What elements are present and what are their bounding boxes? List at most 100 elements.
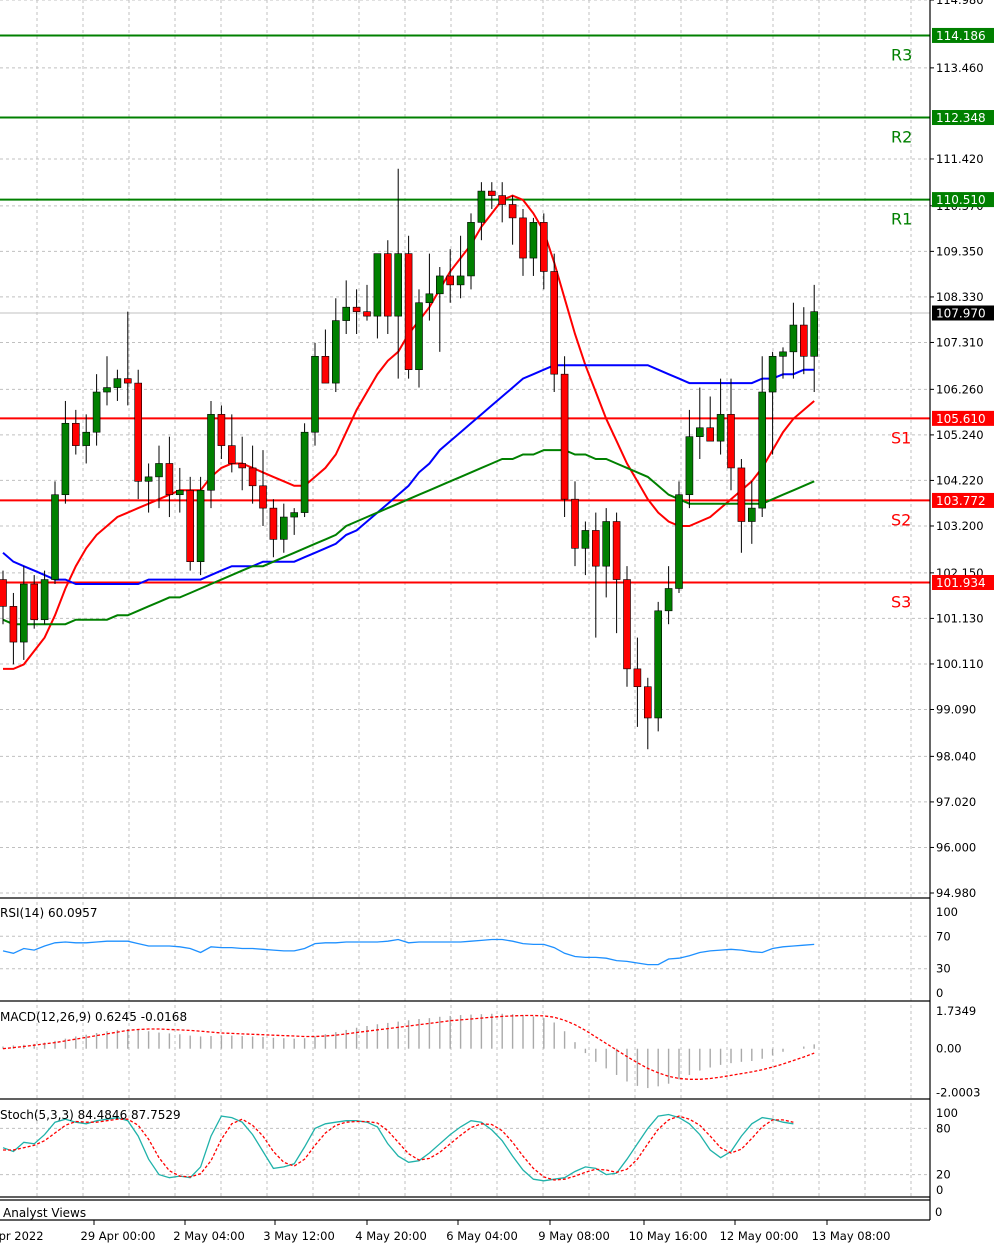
candle-body — [144, 476, 153, 482]
level-value-r1: 110.510 — [936, 193, 986, 207]
y-tick-label: 108.330 — [936, 290, 984, 304]
candle-body — [342, 306, 351, 321]
level-value-s3: 101.934 — [936, 576, 986, 590]
candle-body — [176, 489, 184, 496]
rsi-y-tick-label: 30 — [936, 962, 951, 976]
candle-body — [321, 356, 330, 384]
candle-body — [113, 378, 122, 388]
candle-body — [124, 378, 132, 384]
macd-y-tick-label: 0.00 — [936, 1042, 962, 1056]
candle-body — [331, 320, 340, 384]
candle-body — [72, 422, 80, 446]
stoch-y-tick-label: 80 — [936, 1121, 951, 1135]
candle-body — [134, 382, 142, 482]
candle-body — [727, 414, 735, 469]
candle-body — [51, 494, 59, 580]
rsi-y-tick-label: 70 — [936, 929, 951, 943]
candle-body — [487, 190, 496, 196]
candle-body — [92, 391, 101, 433]
y-tick-label: 101.130 — [936, 611, 984, 625]
level-tag — [932, 27, 994, 43]
y-tick-label: 111.420 — [936, 152, 984, 166]
candle-body — [519, 217, 527, 259]
candle-body — [196, 489, 205, 562]
current-price-label: 107.970 — [936, 306, 986, 320]
y-tick-label: 107.310 — [936, 335, 984, 349]
candle-body — [217, 414, 226, 446]
x-tick-label: 29 Apr 00:00 — [81, 1229, 156, 1243]
candle-body — [591, 530, 600, 567]
moving-average-1 — [2, 364, 815, 585]
candle-body — [685, 436, 694, 496]
level-value-r2: 112.348 — [936, 111, 986, 125]
candle-body — [394, 253, 403, 317]
y-tick-label: 114.980 — [936, 0, 984, 7]
candle-body — [300, 431, 309, 513]
candle-body — [529, 222, 538, 259]
level-name-s1: S1 — [891, 428, 911, 447]
candle-body — [810, 311, 819, 357]
rsi-y-tick-label: 0 — [936, 986, 943, 1000]
candle-body — [238, 463, 246, 469]
candle-body — [103, 387, 111, 393]
y-tick-label: 109.350 — [936, 244, 984, 258]
candle-body — [789, 324, 798, 353]
level-name-r1: R1 — [891, 210, 912, 229]
candle-body — [799, 324, 808, 357]
stoch-y-tick-label: 100 — [936, 1106, 958, 1120]
x-tick-label: 3 May 12:00 — [263, 1229, 335, 1243]
macd-signal-line — [2, 1014, 815, 1080]
candle-body — [311, 356, 319, 433]
y-tick-label: 99.090 — [936, 702, 976, 716]
candle-body — [456, 275, 465, 286]
candle-body — [758, 391, 767, 509]
candle-body — [539, 222, 548, 272]
x-tick-label: 6 May 04:00 — [446, 1229, 518, 1243]
candle-body — [664, 588, 673, 612]
candle-body — [695, 427, 704, 437]
x-tick-label: 27 Apr 2022 — [0, 1229, 44, 1243]
footer-axis-marker: 0 — [935, 1205, 942, 1219]
macd-y-tick-label: 1.7349 — [936, 1004, 976, 1018]
candle-body — [248, 467, 257, 487]
y-tick-label: 105.240 — [936, 428, 984, 442]
level-name-s2: S2 — [891, 510, 911, 529]
candle-body — [19, 583, 28, 643]
y-tick-label: 103.200 — [936, 519, 984, 533]
candle-body — [477, 190, 486, 223]
candle-body — [768, 356, 777, 393]
candle-body — [654, 610, 663, 719]
candle-body — [446, 275, 455, 286]
level-name-r2: R2 — [891, 128, 912, 147]
level-value-s1: 105.610 — [936, 412, 986, 426]
footer-text: Analyst Views — [3, 1206, 87, 1220]
candle-body — [716, 414, 725, 442]
stoch-y-tick-label: 20 — [936, 1168, 951, 1182]
x-tick-label: 4 May 20:00 — [355, 1229, 427, 1243]
candle-body — [61, 422, 70, 496]
y-tick-label: 97.020 — [936, 795, 976, 809]
y-tick-label: 94.980 — [936, 886, 976, 900]
candle-body — [415, 302, 423, 371]
candle-body — [467, 222, 475, 277]
candle-body — [373, 253, 382, 317]
candle-body — [612, 521, 621, 580]
candle-body — [550, 271, 559, 375]
y-tick-label: 98.040 — [936, 749, 976, 763]
candle-body — [633, 668, 642, 688]
y-tick-label: 96.000 — [936, 840, 976, 854]
candle-body — [40, 579, 49, 621]
x-tick-label: 10 May 16:00 — [629, 1229, 708, 1243]
y-tick-label: 106.260 — [936, 382, 984, 396]
y-tick-label: 113.460 — [936, 61, 984, 75]
rsi-y-tick-label: 100 — [936, 905, 958, 919]
candle-body — [425, 293, 434, 304]
candle-body — [259, 485, 267, 509]
candle-body — [404, 253, 413, 371]
candle-body — [279, 516, 288, 540]
x-tick-label: 9 May 08:00 — [538, 1229, 610, 1243]
candle-body — [623, 579, 631, 670]
candle-body — [186, 489, 194, 562]
candle-body — [165, 463, 174, 496]
